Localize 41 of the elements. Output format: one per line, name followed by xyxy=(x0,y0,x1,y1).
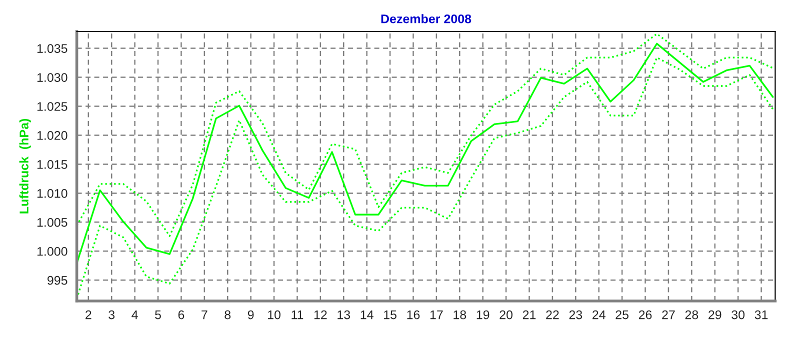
x-tick-label: 16 xyxy=(407,310,420,320)
x-tick-label: 9 xyxy=(248,310,254,320)
x-tick-label: 2 xyxy=(86,310,92,320)
y-tick-label: 995 xyxy=(48,276,68,285)
x-tick-label: 8 xyxy=(224,310,231,320)
x-tick-label: 23 xyxy=(569,310,582,320)
y-axis-title: Luftdruck (hPa) xyxy=(19,118,31,214)
y-tick-label: 1.030 xyxy=(37,73,68,82)
x-tick-label: 26 xyxy=(638,310,652,320)
x-tick-label: 19 xyxy=(476,310,490,320)
y-tick-label: 1.015 xyxy=(37,160,68,169)
x-tick-label: 30 xyxy=(732,310,745,320)
y-tick-label: 1.010 xyxy=(37,189,68,198)
y-tick-label: 1.025 xyxy=(37,102,68,111)
x-tick-label: 10 xyxy=(268,310,280,320)
x-tick-label: 18 xyxy=(454,310,466,320)
x-tick-label: 13 xyxy=(338,310,350,320)
chart-title: Dezember 2008 xyxy=(381,14,472,24)
x-tick-label: 25 xyxy=(616,310,628,320)
x-tick-label: 12 xyxy=(314,310,327,320)
x-tick-label: 17 xyxy=(430,310,443,320)
x-tick-label: 22 xyxy=(546,310,559,320)
x-tick-label: 31 xyxy=(754,310,768,320)
x-tick-label: 5 xyxy=(155,310,161,320)
x-tick-label: 29 xyxy=(708,310,722,320)
x-tick-label: 24 xyxy=(592,310,606,320)
y-tick-label: 1.020 xyxy=(37,131,68,140)
x-tick-label: 15 xyxy=(384,310,396,320)
y-tick-label: 1.035 xyxy=(37,44,68,53)
x-tick-label: 11 xyxy=(292,310,304,320)
x-tick-label: 21 xyxy=(522,310,536,320)
x-tick-label: 20 xyxy=(500,310,513,320)
x-tick-label: 3 xyxy=(108,310,115,320)
x-tick-label: 28 xyxy=(685,310,698,320)
x-tick-label: 6 xyxy=(178,310,184,320)
x-tick-label: 7 xyxy=(202,310,208,320)
x-tick-label: 14 xyxy=(360,310,374,320)
x-tick-label: 4 xyxy=(132,310,138,320)
y-tick-label: 1.005 xyxy=(37,218,68,227)
y-tick-label: 1.000 xyxy=(37,246,68,256)
x-tick-label: 27 xyxy=(662,310,675,320)
